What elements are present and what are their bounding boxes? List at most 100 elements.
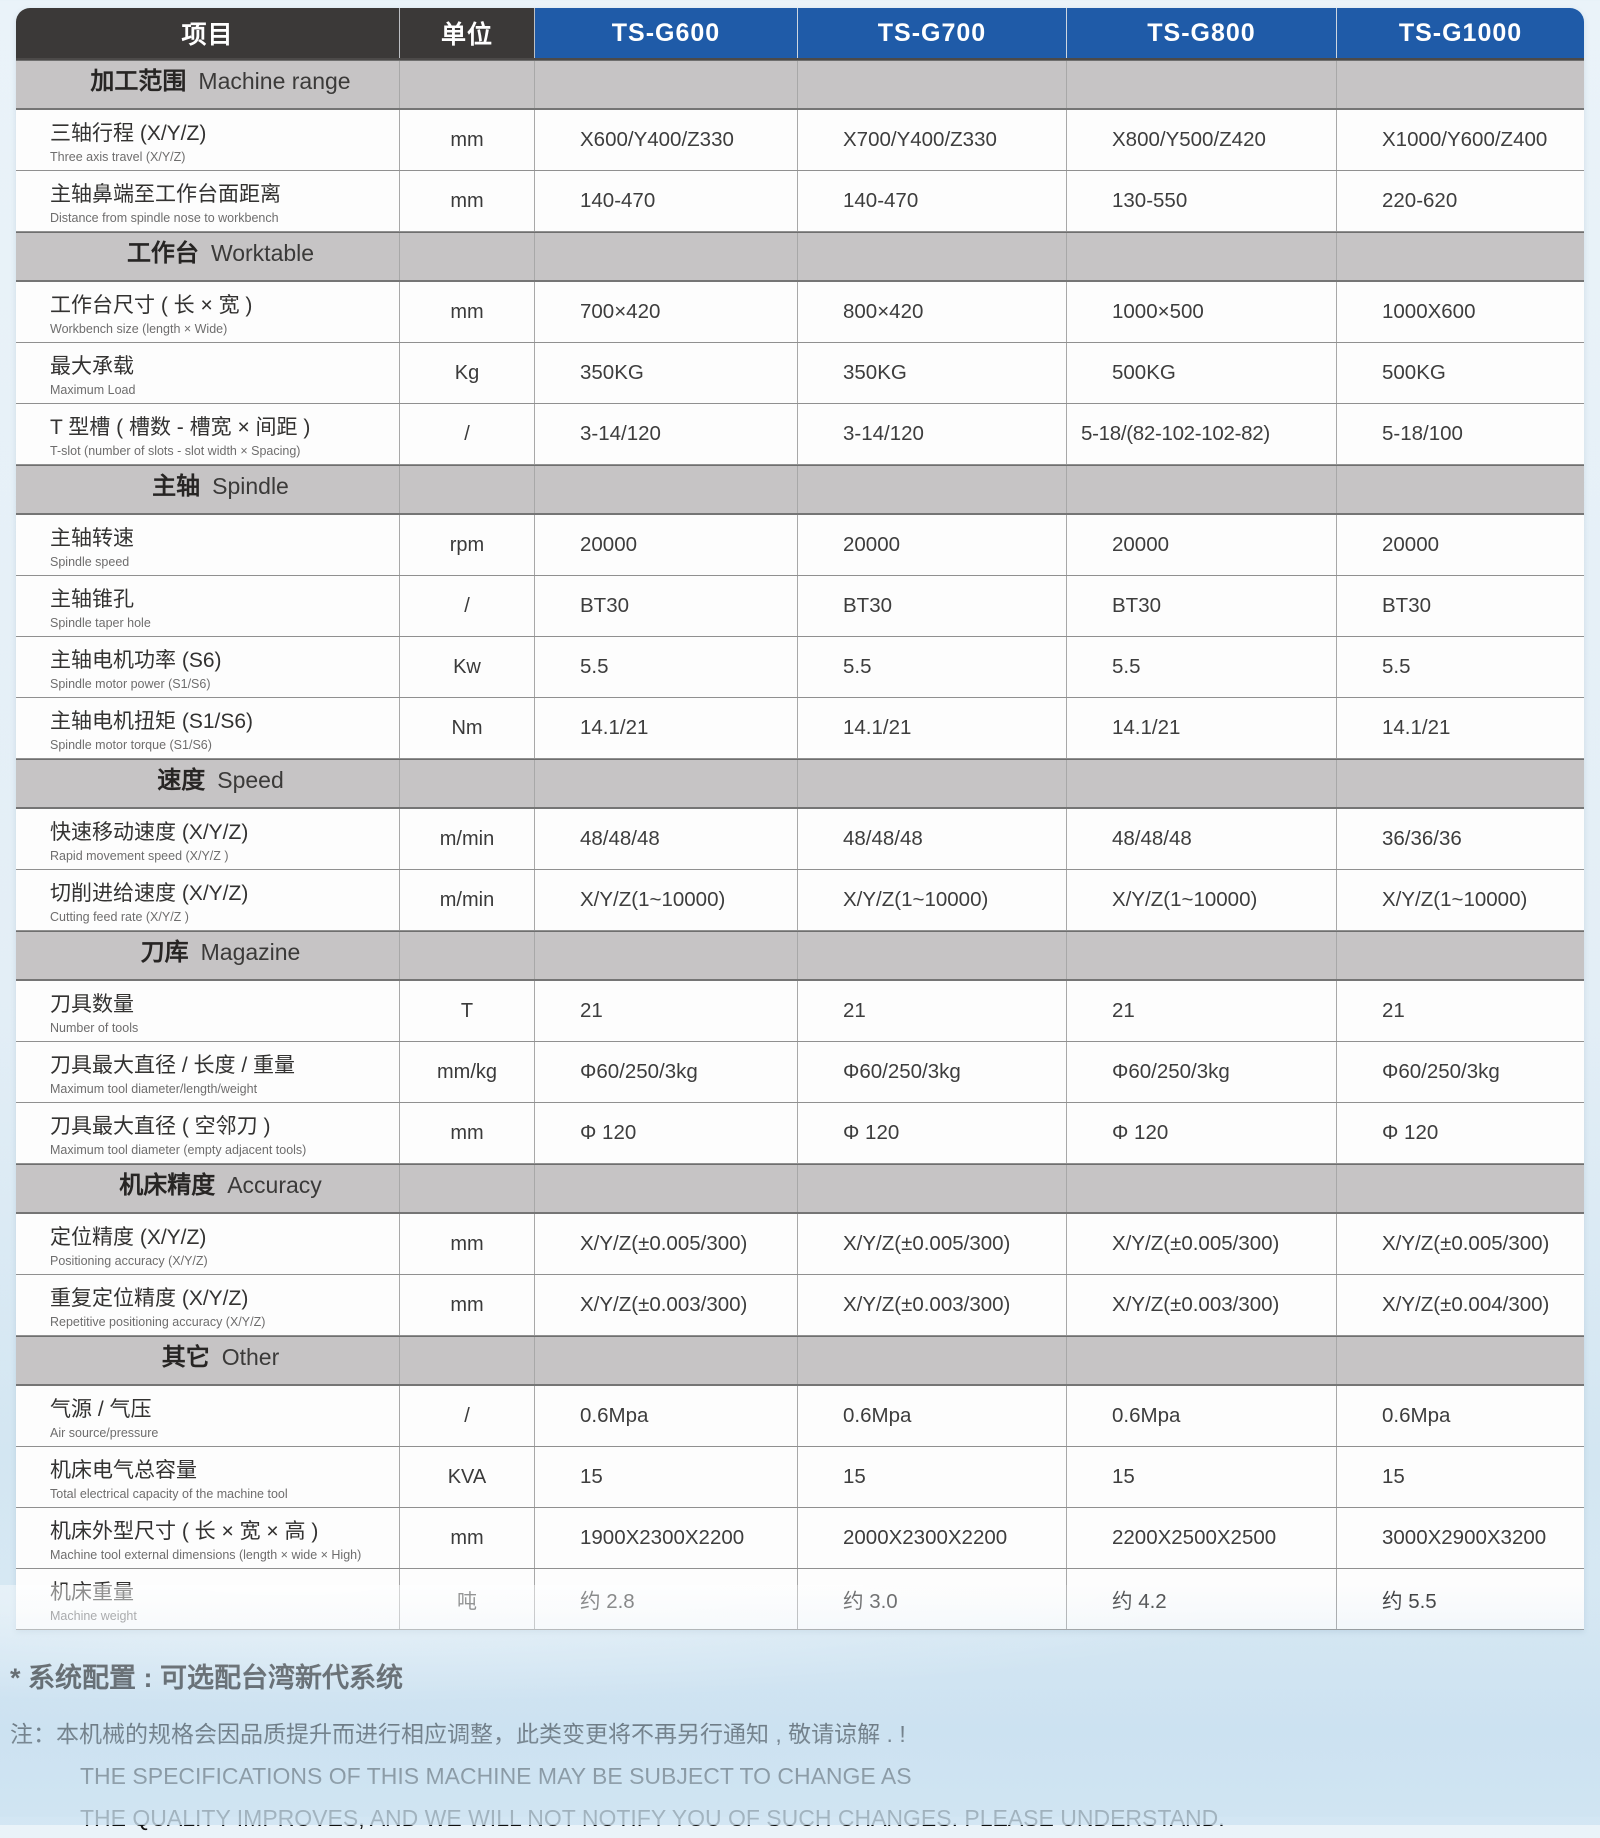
- unit-cell: KVA: [400, 1447, 535, 1507]
- unit-cell: mm: [400, 1103, 535, 1163]
- value-cell: 48/48/48: [535, 809, 798, 869]
- spec-sheet-page: 项目 单位 TS-G600 TS-G700 TS-G800 TS-G1000 加工范围 Ma…: [0, 8, 1600, 1838]
- row-label-zh: 刀具最大直径 ( 空邻刀 ): [50, 1114, 271, 1138]
- unit-cell: mm: [400, 1214, 535, 1274]
- row-label-en: Spindle taper hole: [50, 615, 151, 630]
- value-cell: 15: [535, 1447, 798, 1507]
- unit-cell: [400, 233, 535, 280]
- value-cell: 140-470: [535, 171, 798, 231]
- row-label-cell: 主轴转速 Spindle speed: [16, 515, 400, 575]
- section-row: 其它 Other: [16, 1336, 1584, 1386]
- value-cell: 500KG: [1382, 361, 1446, 384]
- value-cell: [535, 61, 798, 108]
- value-cell: Φ 120: [1382, 1121, 1439, 1144]
- unit-cell: [400, 466, 535, 513]
- value-cell: [1337, 233, 1584, 280]
- spec-change-note-en-line2: THE QUALITY IMPROVES, AND WE WILL NOT NO…: [80, 1805, 1225, 1831]
- value-cell: [1337, 1165, 1584, 1212]
- value-cell: X/Y/Z(1~10000): [1382, 888, 1528, 911]
- row-label-en: Repetitive positioning accuracy (X/Y/Z): [50, 1314, 266, 1329]
- row-label-en: Maximum Load: [50, 382, 136, 397]
- row-label-zh: 速度: [157, 767, 206, 794]
- value-cell: [798, 1337, 1067, 1384]
- unit-cell: Kg: [400, 343, 535, 403]
- column-header-ts-g700: TS-G700: [798, 8, 1067, 58]
- row-label-zh: 快速移动速度 (X/Y/Z): [50, 820, 249, 844]
- value-cell: BT30: [1382, 594, 1431, 617]
- value-cell: [1067, 1165, 1337, 1212]
- value-cell: X800/Y500/Z420: [1067, 110, 1337, 170]
- row-label-cell: T 型槽 ( 槽数 - 槽宽 × 间距 ) T-slot (number of s…: [16, 404, 400, 464]
- footnotes: * 系统配置 : 可选配台湾新代系统 注：本机械的规格会因品质提升而进行相应调整…: [10, 1656, 1580, 1838]
- unit-cell: [400, 760, 535, 807]
- value-cell: 约 2.8: [535, 1569, 798, 1629]
- value-cell: X/Y/Z(±0.005/300): [535, 1214, 798, 1274]
- row-label-cell: 其它 Other: [16, 1337, 400, 1384]
- row-label-cell: 工作台尺寸 ( 长 × 宽 ) Workbench size (length × …: [16, 282, 400, 342]
- unit-cell: [400, 1337, 535, 1384]
- value-cell: [535, 466, 798, 513]
- spec-row: 机床外型尺寸 ( 长 × 宽 × 高 ) Machine tool externa…: [16, 1508, 1584, 1569]
- value-cell: BT30: [798, 576, 1067, 636]
- value-cell: 14.1/21: [1067, 698, 1337, 758]
- value-cell: 5.5: [798, 637, 1067, 697]
- value-cell: [1067, 466, 1337, 513]
- row-label-cell: 定位精度 (X/Y/Z) Positioning accuracy (X/Y/Z): [16, 1214, 400, 1274]
- row-label-zh: 气源 / 气压: [50, 1397, 152, 1421]
- row-label-en: Accuracy: [227, 1172, 322, 1198]
- value-cell: 350KG: [798, 343, 1067, 403]
- row-label-en: Spindle motor power (S1/S6): [50, 676, 211, 691]
- value-cell: X/Y/Z(±0.003/300): [535, 1275, 798, 1335]
- spec-row: 主轴鼻端至工作台面距离 Distance from spindle nose to…: [16, 171, 1584, 232]
- row-label-zh: 机床重量: [50, 1580, 134, 1604]
- row-label-en: Rapid movement speed (X/Y/Z ): [50, 848, 229, 863]
- row-label-cell: 快速移动速度 (X/Y/Z) Rapid movement speed (X/Y/…: [16, 809, 400, 869]
- value-cell: 20000: [1382, 533, 1440, 556]
- row-label-cell: 工作台 Worktable: [16, 233, 400, 280]
- value-cell: X/Y/Z(±0.005/300): [1382, 1232, 1550, 1255]
- row-label-en: Maximum tool diameter (empty adjacent to…: [50, 1142, 307, 1157]
- row-label-zh: 主轴: [152, 473, 201, 500]
- value-cell: X600/Y400/Z330: [535, 110, 798, 170]
- spec-row: 机床电气总容量 Total electrical capacity of the …: [16, 1447, 1584, 1508]
- spec-row: 快速移动速度 (X/Y/Z) Rapid movement speed (X/Y/…: [16, 809, 1584, 870]
- value-cell: 800×420: [798, 282, 1067, 342]
- spec-row: 定位精度 (X/Y/Z) Positioning accuracy (X/Y/Z)…: [16, 1214, 1584, 1275]
- spec-row: 主轴转速 Spindle speed rpm 20000 20000 20000 20000: [16, 515, 1584, 576]
- unit-cell: [400, 61, 535, 108]
- row-label-en: Spindle speed: [50, 554, 130, 569]
- unit-cell: m/min: [400, 870, 535, 930]
- row-label-zh: 最大承载: [50, 354, 134, 378]
- value-cell: 3000X2900X3200: [1382, 1526, 1547, 1549]
- row-label-cell: 重复定位精度 (X/Y/Z) Repetitive positioning acc…: [16, 1275, 400, 1335]
- row-label-cell: 主轴 Spindle: [16, 466, 400, 513]
- row-label-en: Total electrical capacity of the machine…: [50, 1486, 288, 1501]
- row-label-zh: 加工范围: [90, 68, 187, 95]
- unit-cell: mm: [400, 171, 535, 231]
- value-cell: X/Y/Z(±0.005/300): [798, 1214, 1067, 1274]
- spec-row: 重复定位精度 (X/Y/Z) Repetitive positioning acc…: [16, 1275, 1584, 1336]
- value-cell: 5.5: [1067, 637, 1337, 697]
- value-cell: Φ 120: [798, 1103, 1067, 1163]
- unit-cell: rpm: [400, 515, 535, 575]
- unit-cell: 吨: [400, 1569, 535, 1629]
- row-label-en: Other: [221, 1344, 280, 1370]
- value-cell: 1000X600: [1382, 300, 1476, 323]
- value-cell: Φ60/250/3kg: [1382, 1060, 1500, 1083]
- spec-row: 工作台尺寸 ( 长 × 宽 ) Workbench size (length × …: [16, 282, 1584, 343]
- row-label-en: Machine range: [198, 68, 351, 94]
- spec-row: 最大承载 Maximum Load Kg 350KG 350KG 500KG 500KG: [16, 343, 1584, 404]
- row-label-zh: 主轴电机功率 (S6): [50, 648, 222, 672]
- value-cell: 36/36/36: [1382, 827, 1462, 850]
- value-cell: 220-620: [1382, 189, 1458, 212]
- row-label-en: Magazine: [200, 939, 301, 965]
- row-label-zh: 工作台: [126, 240, 199, 267]
- spec-row: 机床重量 Machine weight 吨约 2.8 约 3.0 约 4.2 约 5.5: [16, 1569, 1584, 1630]
- unit-cell: Nm: [400, 698, 535, 758]
- row-label-cell: 主轴鼻端至工作台面距离 Distance from spindle nose to…: [16, 171, 400, 231]
- value-cell: [535, 1337, 798, 1384]
- value-cell: 500KG: [1067, 343, 1337, 403]
- value-cell: 2000X2300X2200: [798, 1508, 1067, 1568]
- row-label-zh: 机床外型尺寸 ( 长 × 宽 × 高 ): [50, 1519, 319, 1543]
- value-cell: [798, 466, 1067, 513]
